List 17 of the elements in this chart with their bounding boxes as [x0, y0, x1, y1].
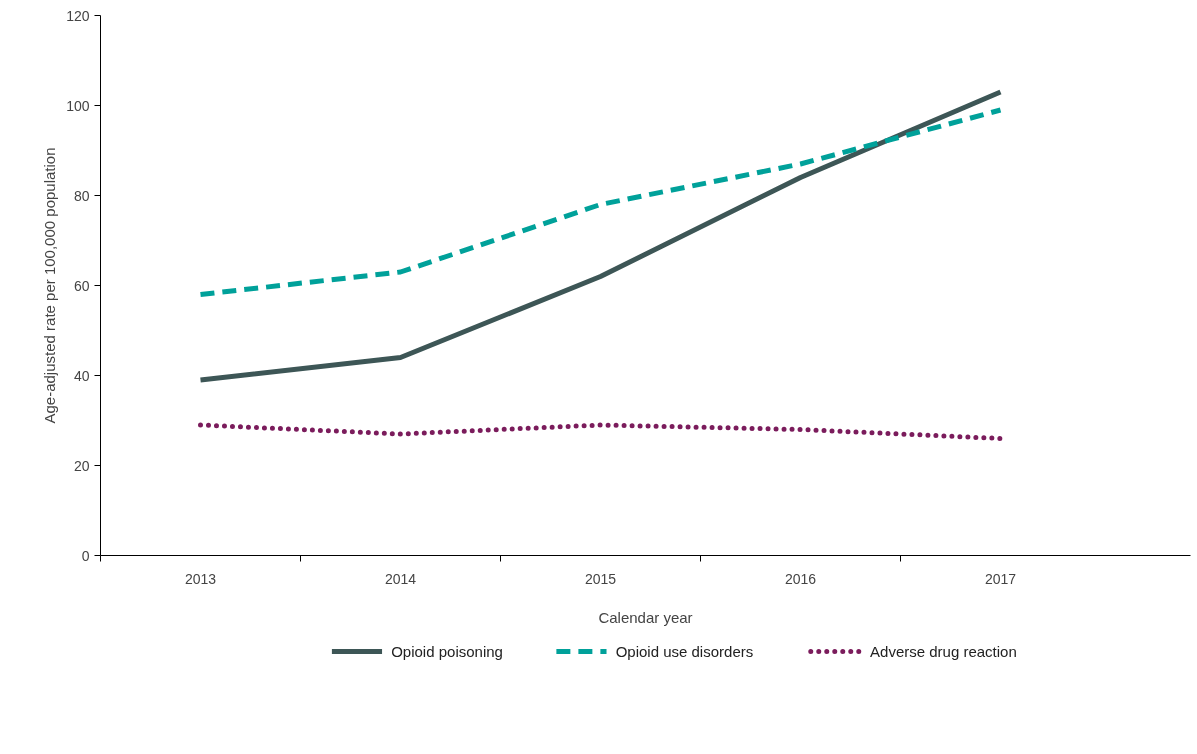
x-tick-label: 2017 [984, 570, 1017, 587]
y-tick-label: 100 [66, 97, 90, 114]
y-tick-label: 80 [73, 187, 90, 204]
legend-label: Adverse drug reaction [870, 643, 1017, 660]
y-tick-label: 20 [73, 457, 90, 474]
x-tick-label: 2013 [184, 570, 217, 587]
y-axis-title: Age-adjusted rate per 100,000 population [41, 147, 59, 424]
legend-label: Opioid use disorders [615, 643, 754, 660]
y-tick-label: 60 [73, 277, 90, 294]
y-tick-label: 0 [81, 547, 90, 564]
x-tick-label: 2015 [584, 570, 617, 587]
x-axis-title: Calendar year [598, 608, 693, 626]
y-tick-label: 120 [66, 7, 90, 24]
legend-label: Opioid poisoning [391, 643, 503, 660]
x-tick-label: 2016 [784, 570, 817, 587]
x-tick-label: 2014 [384, 570, 417, 587]
y-tick-label: 40 [73, 367, 90, 384]
